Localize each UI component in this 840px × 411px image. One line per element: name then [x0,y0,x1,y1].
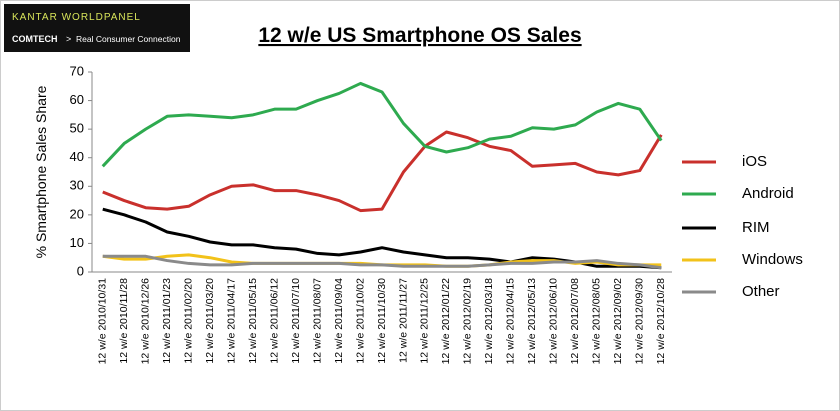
tagline: Real Consumer Connection [76,34,181,44]
series-line [102,254,662,270]
x-tick-label: 12 w/e 2012/07/08 [569,278,581,365]
x-tick-label: 12 w/e 2012/01/22 [440,278,452,365]
x-tick-label: 12 w/e 2012/04/15 [505,278,517,365]
y-tick-label: 60 [70,92,84,107]
y-tick-label: 40 [70,149,84,164]
chart-title: 12 w/e US Smartphone OS Sales [258,24,581,47]
x-tick-label: 12 w/e 2010/12/26 [139,278,151,365]
x-tick-label: 12 w/e 2011/06/12 [268,278,280,364]
x-tick-label: 12 w/e 2011/10/02 [354,278,366,364]
logo-box [4,4,190,52]
y-axis-label: % Smartphone Sales Share [33,85,49,258]
x-tick-label: 12 w/e 2011/07/10 [290,278,302,364]
x-tick-label: 12 w/e 2011/11/27 [397,278,409,363]
y-tick-label: 70 [70,63,84,78]
x-tick-label: 12 w/e 2012/09/30 [634,278,646,365]
series-line [101,81,663,168]
x-tick-label: 12 w/e 2012/09/02 [612,278,624,365]
division: COMTECH [12,34,58,44]
x-tick-label: 12 w/e 2011/01/23 [161,278,173,364]
x-tick-label: 12 w/e 2010/10/31 [97,278,109,365]
brand: KANTAR WORLDPANEL [12,12,141,23]
y-tick-label: 0 [77,263,84,278]
chevron: > [66,34,71,44]
x-tick-label: 12 w/e 2010/11/28 [118,278,130,364]
x-tick-label: 12 w/e 2012/05/13 [526,278,538,365]
series-line [102,130,663,213]
y-tick-label: 30 [70,178,84,193]
legend-label: Android [742,185,794,202]
x-tick-label: 12 w/e 2012/08/05 [591,278,603,365]
x-tick-label: 12 w/e 2011/05/15 [247,278,259,364]
x-tick-label: 12 w/e 2012/02/19 [462,278,474,365]
x-tick-label: 12 w/e 2011/12/25 [419,278,431,364]
legend-label: iOS [742,153,767,170]
x-tick-label: 12 w/e 2011/03/20 [204,278,216,364]
y-tick-label: 20 [70,206,84,221]
x-tick-label: 12 w/e 2011/04/17 [225,278,237,364]
x-tick-label: 12 w/e 2011/09/04 [333,278,345,364]
x-tick-label: 12 w/e 2012/06/10 [548,278,560,365]
y-tick-label: 10 [70,235,84,250]
legend-label: Windows [742,251,803,268]
x-tick-label: 12 w/e 2012/10/28 [655,278,667,365]
legend-label: RIM [742,219,770,236]
y-tick-label: 50 [70,121,84,136]
x-tick-label: 12 w/e 2011/08/07 [311,278,323,364]
x-tick-label: 12 w/e 2011/10/30 [376,278,388,364]
legend-label: Other [742,283,780,300]
x-tick-label: 12 w/e 2011/02/20 [182,278,194,364]
x-tick-label: 12 w/e 2012/03/18 [483,278,495,365]
